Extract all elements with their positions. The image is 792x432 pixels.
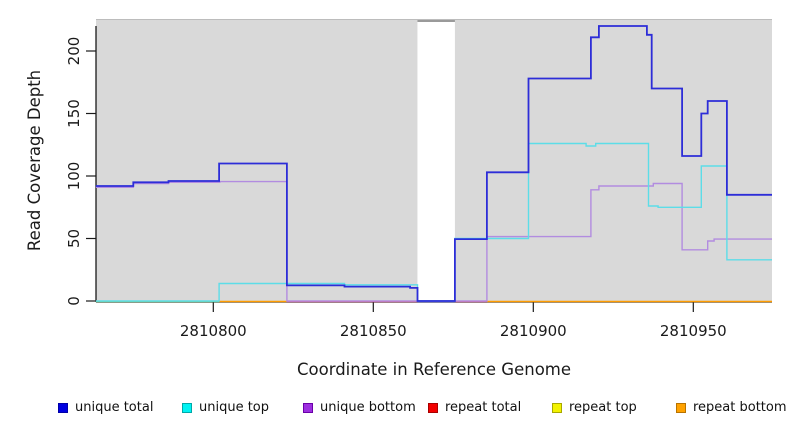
x-tick-label: 2810950 — [660, 322, 727, 340]
legend-label: unique total — [75, 400, 154, 415]
legend-item-repeat-top: repeat top — [552, 400, 637, 415]
repeat-bottom-swatch — [676, 402, 686, 413]
x-tick-label: 2810850 — [340, 322, 407, 340]
coverage-chart: 2810800 2810850 2810900 2810950 0 50 100 150 200… — [25, 19, 773, 379]
y-tick-label: 150 — [65, 99, 83, 128]
y-axis-title: Read Coverage Depth — [25, 70, 44, 251]
y-tick-label: 50 — [65, 229, 83, 248]
legend-item-repeat-bottom: repeat bottom — [676, 400, 787, 415]
legend-item-unique-top: unique top — [182, 400, 269, 415]
legend-label: repeat bottom — [693, 400, 787, 415]
legend-label: repeat top — [569, 400, 637, 415]
unique-bottom-swatch — [303, 402, 313, 413]
unique-total-swatch — [58, 402, 68, 413]
legend-item-unique-total: unique total — [58, 400, 153, 415]
coverage-gap-band — [417, 22, 455, 301]
unique-top-swatch — [182, 402, 192, 413]
legend-item-unique-bottom: unique bottom — [303, 400, 416, 415]
y-tick-label: 100 — [65, 162, 83, 191]
repeat-top-swatch — [552, 402, 562, 413]
legend-label: unique top — [199, 400, 270, 415]
legend-label: repeat total — [445, 400, 522, 415]
x-axis-title: Coordinate in Reference Genome — [297, 360, 571, 379]
series-line-unique-total — [95, 25, 772, 302]
y-tick-label: 0 — [65, 296, 83, 306]
x-tick-label: 2810800 — [180, 322, 247, 340]
repeat-total-swatch — [428, 402, 438, 413]
legend-label: unique bottom — [320, 400, 416, 415]
x-tick-label: 2810900 — [500, 322, 567, 340]
legend-item-repeat-total: repeat total — [428, 400, 521, 415]
y-tick-label: 200 — [65, 37, 83, 66]
